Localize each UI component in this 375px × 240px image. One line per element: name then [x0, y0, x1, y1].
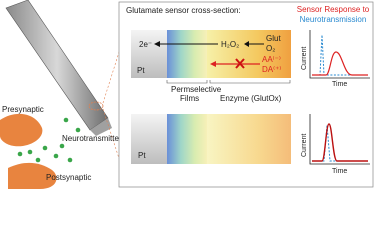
curve	[312, 123, 368, 162]
dot	[35, 157, 41, 163]
axes	[309, 30, 370, 79]
arrowhead	[210, 61, 216, 67]
neurotransmitter-label: Neurotransmitter	[62, 134, 122, 143]
y-label: Current	[301, 47, 308, 70]
cosubstrate: O₂	[266, 44, 275, 53]
enzyme-label: Enzyme (GlutOx)	[220, 94, 282, 103]
x-label: Time	[332, 168, 347, 175]
arrowhead	[244, 41, 249, 47]
presynaptic-neuron	[0, 113, 43, 147]
zoom-line	[102, 29, 127, 104]
substrate: Glut	[266, 34, 281, 43]
film-label: Films	[180, 94, 199, 103]
probe-tip	[90, 118, 112, 136]
dot	[63, 117, 69, 123]
dot	[17, 151, 23, 157]
curve	[312, 51, 368, 76]
electrons: 2e⁻	[139, 40, 152, 49]
pt-layer	[131, 30, 167, 78]
film-layer	[167, 114, 207, 164]
film-layer	[167, 30, 207, 78]
presynaptic-label: Presynaptic	[2, 105, 44, 114]
enzyme-layer	[207, 114, 291, 164]
dot	[75, 127, 81, 133]
enzyme-layer	[207, 30, 291, 78]
film-label: Permselective	[171, 85, 222, 94]
dot	[27, 149, 33, 155]
response-subtitle: Neurotransmission	[300, 15, 367, 24]
neurotransmitter-dots	[17, 117, 81, 163]
postsynaptic-label: Postsynaptic	[46, 173, 91, 182]
pt-label: Pt	[138, 151, 146, 160]
dot	[67, 157, 73, 163]
product: H₂O₂	[221, 40, 239, 49]
arrowhead	[154, 41, 160, 47]
interferent: AA⁽⁻⁾	[262, 55, 281, 64]
x-label: Time	[332, 81, 347, 88]
graph: Current Time	[301, 114, 370, 175]
brace	[166, 80, 291, 84]
graph: Current Time	[301, 30, 370, 88]
y-label: Current	[301, 134, 308, 157]
pt-layer	[131, 114, 167, 164]
block-mark	[235, 58, 245, 69]
response-title: Sensor Response to	[297, 5, 370, 14]
zoom-line	[102, 108, 127, 181]
panel-title: Glutamate sensor cross-section:	[126, 6, 241, 15]
dot	[42, 145, 48, 151]
probe-site	[88, 101, 104, 111]
figure: Presynaptic Neurotransmitter Postsynapti…	[0, 0, 374, 189]
dot	[53, 153, 59, 159]
interferent: DA⁽⁺⁾	[262, 65, 281, 74]
pt-label: Pt	[137, 66, 145, 75]
axes	[309, 114, 370, 165]
postsynaptic-neuron	[8, 162, 57, 189]
dot	[59, 143, 65, 149]
